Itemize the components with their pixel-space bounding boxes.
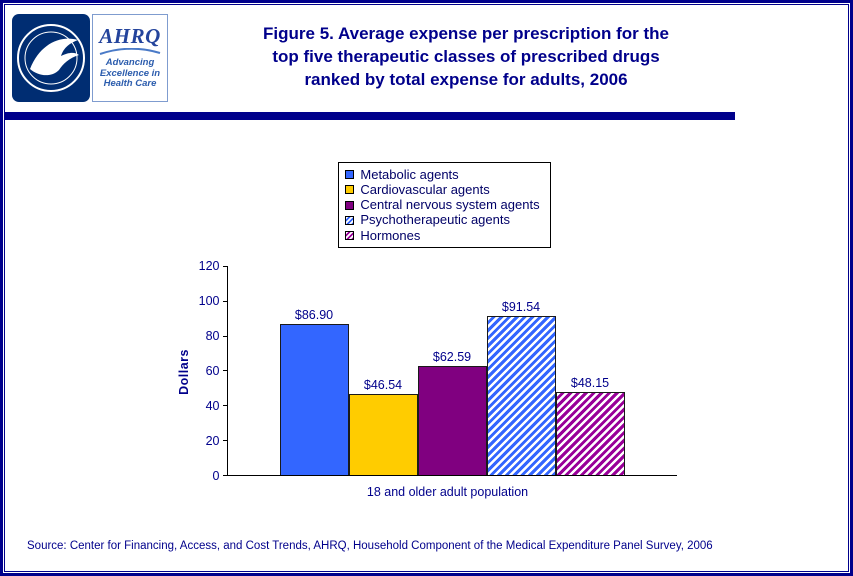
bar-cardiovascular-agents: $46.54 bbox=[348, 378, 418, 476]
legend-swatch-icon bbox=[345, 185, 355, 195]
bar-psychotherapeutic-agents: $91.54 bbox=[486, 300, 556, 476]
ahrq-tagline-line: Advancing bbox=[105, 57, 155, 69]
header-divider-bar bbox=[5, 112, 735, 120]
ahrq-logo: AHRQ Advancing Excellence in Health Care bbox=[92, 14, 168, 102]
legend-swatch-icon bbox=[345, 216, 355, 226]
y-tick-mark bbox=[222, 370, 228, 372]
legend: Metabolic agents Cardiovascular agents Cen… bbox=[338, 162, 551, 249]
y-tick-mark bbox=[222, 335, 228, 337]
y-tick-label: 80 bbox=[205, 329, 220, 343]
legend-label: Hormones bbox=[360, 227, 421, 243]
ahrq-tagline-line: Health Care bbox=[103, 78, 157, 90]
y-tick-mark bbox=[222, 265, 228, 267]
legend-item: Hormones bbox=[345, 228, 539, 243]
legend-item: Cardiovascular agents bbox=[345, 182, 539, 197]
figure-title-line: top five therapeutic classes of prescrib… bbox=[272, 46, 660, 66]
bar-value-label: $62.59 bbox=[432, 350, 472, 365]
x-axis-title: 18 and older adult population bbox=[366, 485, 529, 500]
legend-label: Cardiovascular agents bbox=[360, 181, 490, 197]
y-tick-mark bbox=[222, 474, 228, 476]
figure-title: Figure 5. Average expense per prescripti… bbox=[168, 14, 834, 109]
bar-metabolic-agents: $86.90 bbox=[279, 308, 349, 476]
figure-title-line: ranked by total expense for adults, 2006 bbox=[304, 69, 628, 89]
legend-item: Central nervous system agents bbox=[345, 197, 540, 213]
legend-wrap: Metabolic agents Cardiovascular agents Cen… bbox=[5, 162, 848, 249]
y-tick-label: 20 bbox=[205, 434, 220, 448]
legend-item: Metabolic agents bbox=[345, 167, 539, 182]
legend-label: Metabolic agents bbox=[360, 166, 459, 182]
y-tick-label: 100 bbox=[198, 293, 220, 308]
source-note: Source: Center for Financing, Access, an… bbox=[27, 540, 713, 552]
legend-item: Psychotherapeutic agents bbox=[345, 213, 539, 228]
legend-swatch-icon bbox=[345, 170, 355, 180]
y-tick-mark bbox=[222, 405, 228, 407]
header: AHRQ Advancing Excellence in Health Care… bbox=[5, 5, 848, 109]
bar-value-label: $86.90 bbox=[294, 308, 334, 323]
ahrq-tagline: Advancing Excellence in Health Care bbox=[99, 57, 161, 90]
hhs-seal-icon bbox=[12, 14, 90, 102]
y-tick-label: 120 bbox=[198, 258, 220, 273]
plot-area: $86.90 $46.54 $62.59 $91.54 $48.15 bbox=[222, 265, 677, 477]
legend-label: Psychotherapeutic agents bbox=[360, 212, 510, 228]
page: AHRQ Advancing Excellence in Health Care… bbox=[4, 4, 849, 572]
y-axis-title: Dollars bbox=[176, 348, 191, 395]
bar-hormones: $48.15 bbox=[555, 376, 625, 476]
y-tick-label: 0 bbox=[212, 468, 220, 483]
y-tick-mark bbox=[222, 300, 228, 302]
chart: Dollars 0 20 40 60 80 100 120 $86.90 $46.54 $62.… bbox=[5, 260, 848, 482]
ahrq-swoosh-icon bbox=[99, 48, 161, 56]
legend-label: Central nervous system agents bbox=[360, 197, 540, 213]
y-tick-mark bbox=[222, 440, 228, 442]
bar-value-label: $48.15 bbox=[570, 375, 610, 390]
bar-value-label: $91.54 bbox=[501, 300, 541, 315]
y-tick-label: 40 bbox=[205, 399, 220, 413]
y-tick-label: 60 bbox=[205, 363, 220, 378]
y-axis-labels: 0 20 40 60 80 100 120 bbox=[195, 260, 227, 482]
ahrq-wordmark: AHRQ bbox=[99, 24, 161, 49]
ahrq-tagline-line: Excellence in bbox=[99, 67, 161, 79]
bar-value-label: $46.54 bbox=[363, 378, 403, 393]
logo-block: AHRQ Advancing Excellence in Health Care bbox=[12, 14, 168, 109]
legend-swatch-icon bbox=[345, 200, 355, 210]
bar-central-nervous-system-agents: $62.59 bbox=[417, 350, 487, 476]
bars: $86.90 $46.54 $62.59 $91.54 $48.15 bbox=[228, 266, 677, 476]
legend-swatch-icon bbox=[345, 231, 355, 241]
figure-title-line: Figure 5. Average expense per prescripti… bbox=[263, 24, 669, 43]
